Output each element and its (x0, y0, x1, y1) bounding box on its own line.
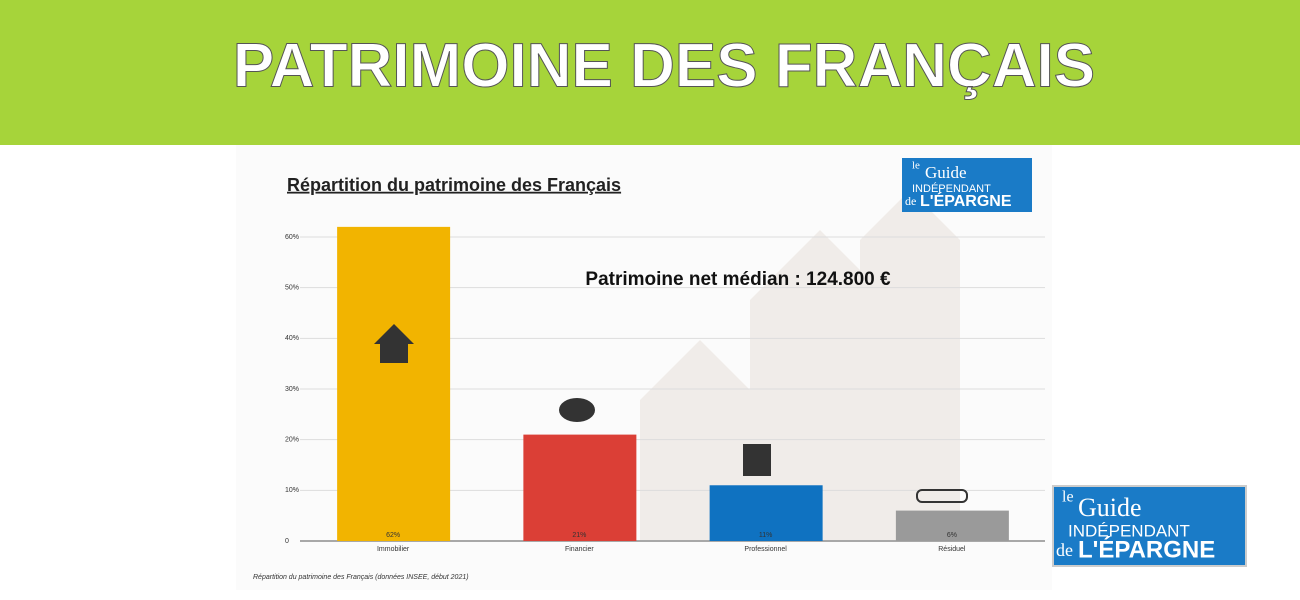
y-tick-label: 50% (285, 285, 299, 292)
bar (337, 226, 451, 541)
annotation: Patrimoine net médian : 124.800 € (585, 269, 891, 290)
logo: le Guide INDÉPENDANT de L'ÉPARGNE (902, 158, 1032, 212)
logo-text: de (1056, 540, 1073, 560)
value-label: 21% (572, 532, 586, 539)
bar (895, 510, 1009, 541)
value-label: 6% (947, 532, 957, 539)
logo-text: INDÉPENDANT (912, 182, 991, 195)
bar (709, 485, 823, 541)
logo-text: INDÉPENDANT (1068, 521, 1190, 540)
chart-title: Répartition du patrimoine des Français (287, 175, 621, 195)
x-tick-label: Professionnel (744, 546, 787, 553)
x-tick-label: Financier (565, 546, 594, 553)
y-tick-label: 10% (285, 487, 299, 494)
bar (523, 434, 637, 541)
logo-text: Guide (1078, 493, 1142, 522)
y-tick-label: 30% (285, 386, 299, 393)
y-tick-label: 20% (285, 437, 299, 444)
value-label: 11% (759, 532, 773, 539)
y-tick-label: 60% (285, 234, 299, 241)
logo-text: le (1062, 489, 1074, 506)
y-tick-label: 40% (285, 335, 299, 342)
banner (0, 0, 1300, 145)
source: Répartition du patrimoine des Français (… (253, 574, 469, 581)
logo: le Guide INDÉPENDANT de L'ÉPARGNE (1052, 485, 1247, 567)
y-tick-label: 0 (285, 538, 289, 545)
x-tick-label: Immobilier (377, 546, 410, 553)
logo-text: le (912, 160, 920, 172)
x-tick-label: Résiduel (938, 546, 966, 553)
banner-title: PATRIMOINE DES FRANÇAIS (233, 31, 1095, 100)
value-label: 62% (386, 532, 400, 539)
logo-text: L'ÉPARGNE (920, 191, 1012, 210)
logo-text: Guide (925, 163, 967, 182)
icons (374, 324, 968, 503)
logo-text: L'ÉPARGNE (1078, 535, 1215, 563)
logo-text: de (905, 194, 916, 208)
